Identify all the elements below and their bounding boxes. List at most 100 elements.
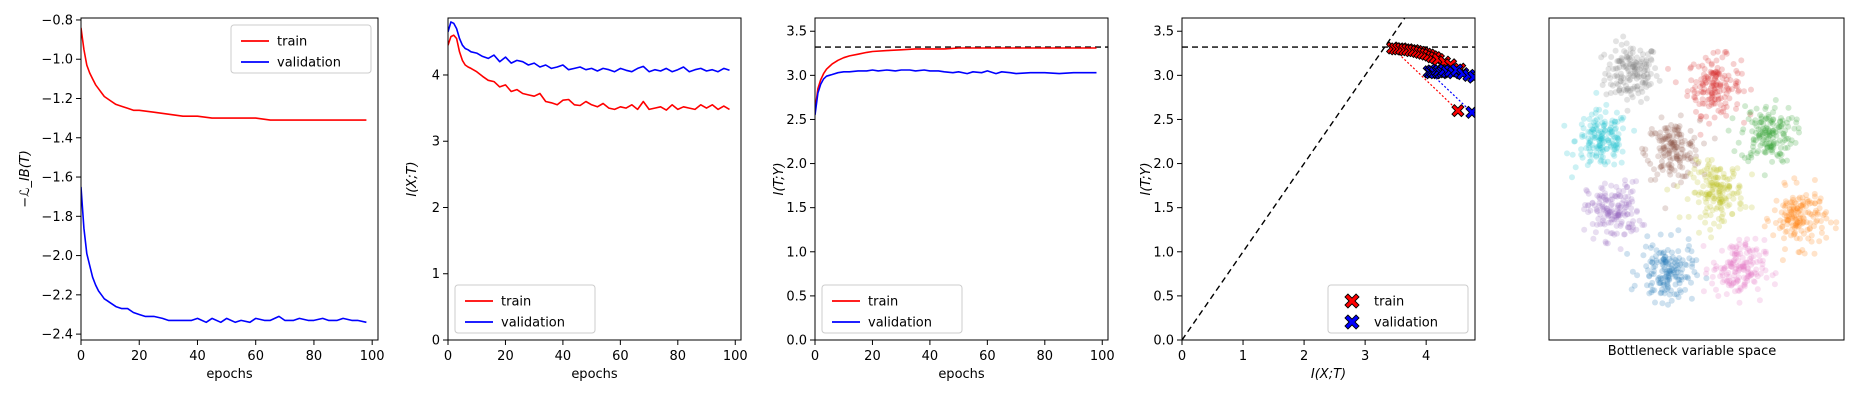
cluster-point: [1644, 67, 1651, 73]
cluster-point: [1724, 259, 1731, 266]
cluster-point: [1666, 267, 1673, 274]
cluster-point: [1624, 65, 1631, 72]
cluster-point: [1688, 64, 1694, 71]
cluster-point: [1581, 206, 1588, 213]
cluster-point: [1735, 274, 1742, 281]
cluster-point: [1612, 47, 1619, 54]
cluster-point: [1720, 181, 1727, 188]
cluster-point: [1710, 80, 1717, 87]
cluster-point: [1765, 218, 1771, 225]
cluster-point: [1571, 138, 1578, 145]
cluster-point: [1772, 220, 1779, 226]
cluster-point: [1817, 195, 1824, 202]
cluster-point: [1598, 133, 1605, 140]
cluster-point: [1626, 60, 1633, 67]
cluster-point: [1798, 202, 1805, 209]
cluster-point: [1747, 269, 1754, 276]
cluster-point: [1736, 241, 1743, 248]
cluster-point: [1605, 213, 1612, 219]
cluster-point: [1660, 144, 1667, 151]
x-axis-label: epochs: [938, 367, 985, 382]
cluster-point: [1720, 184, 1727, 191]
cluster-point: [1740, 263, 1746, 270]
cluster-point: [1665, 136, 1672, 143]
cluster-point: [1607, 126, 1614, 133]
cluster-point: [1626, 77, 1633, 84]
cluster-point: [1755, 126, 1762, 133]
cluster-point: [1807, 220, 1814, 227]
cluster-point: [1671, 139, 1678, 146]
cluster-point: [1783, 213, 1790, 219]
x-tick-label: 60: [612, 349, 629, 364]
cluster-point: [1707, 173, 1714, 179]
cluster-point: [1598, 130, 1605, 137]
cluster-point: [1771, 104, 1778, 111]
cluster-point: [1678, 134, 1684, 141]
cluster-point: [1719, 190, 1726, 197]
cluster-point: [1756, 257, 1763, 264]
cluster-point: [1700, 81, 1706, 88]
cluster-point: [1636, 70, 1643, 77]
cluster-point: [1700, 183, 1707, 190]
cluster-point: [1784, 217, 1791, 224]
cluster-point: [1702, 209, 1709, 216]
cluster-point: [1677, 260, 1684, 267]
cluster-point: [1636, 66, 1643, 73]
cluster-point: [1792, 212, 1799, 219]
cluster-point: [1635, 73, 1642, 80]
cluster-point: [1741, 283, 1748, 290]
cluster-point: [1695, 191, 1702, 198]
cluster-point: [1660, 279, 1667, 286]
cluster-point: [1661, 263, 1668, 270]
cluster-point: [1676, 131, 1683, 138]
axes-frame: [1181, 17, 1476, 341]
cluster-point: [1705, 57, 1712, 64]
cluster-point: [1623, 184, 1630, 190]
cluster-point: [1746, 247, 1753, 254]
cluster-point: [1599, 140, 1606, 147]
y-tick-label: 2: [432, 201, 440, 216]
cluster-point: [1734, 263, 1741, 270]
cluster-point: [1712, 75, 1719, 82]
plot-area: [815, 46, 1108, 116]
cluster-point: [1613, 141, 1620, 148]
cluster-point: [1698, 76, 1705, 83]
cluster-point: [1792, 216, 1799, 223]
cluster-point: [1727, 77, 1734, 84]
cluster-point: [1735, 287, 1742, 294]
cluster-point: [1628, 210, 1635, 217]
cluster-point: [1818, 218, 1824, 224]
cluster-point: [1718, 206, 1725, 213]
cluster-point: [1786, 206, 1793, 213]
cluster-point: [1601, 51, 1608, 58]
cluster-point: [1674, 258, 1680, 265]
cluster-point: [1790, 222, 1796, 229]
cluster-point: [1672, 256, 1679, 263]
cluster-point: [1759, 140, 1766, 147]
cluster-point: [1775, 153, 1781, 159]
cluster-point: [1800, 214, 1806, 221]
cluster-point: [1760, 125, 1767, 132]
cluster-point: [1616, 87, 1623, 94]
cluster-point: [1619, 148, 1626, 155]
cluster-point: [1781, 130, 1787, 137]
cluster-point: [1593, 152, 1600, 159]
cluster-point: [1764, 125, 1771, 132]
cluster-point: [1708, 101, 1715, 108]
cluster-point: [1715, 70, 1722, 77]
cluster-point: [1744, 265, 1751, 272]
cluster-point: [1683, 262, 1690, 269]
legend-swatch-validation: [1344, 314, 1360, 330]
cluster-point: [1717, 200, 1723, 207]
cluster-point: [1602, 109, 1609, 116]
cluster-point: [1672, 148, 1679, 155]
cluster-point: [1689, 86, 1696, 93]
cluster-point: [1806, 225, 1813, 232]
cluster-point: [1662, 273, 1669, 280]
cluster-point: [1786, 213, 1793, 220]
cluster-point: [1782, 209, 1789, 216]
cluster-point: [1646, 273, 1653, 280]
cluster-point: [1744, 274, 1751, 281]
cluster-point: [1623, 49, 1630, 56]
cluster-point: [1808, 199, 1815, 206]
